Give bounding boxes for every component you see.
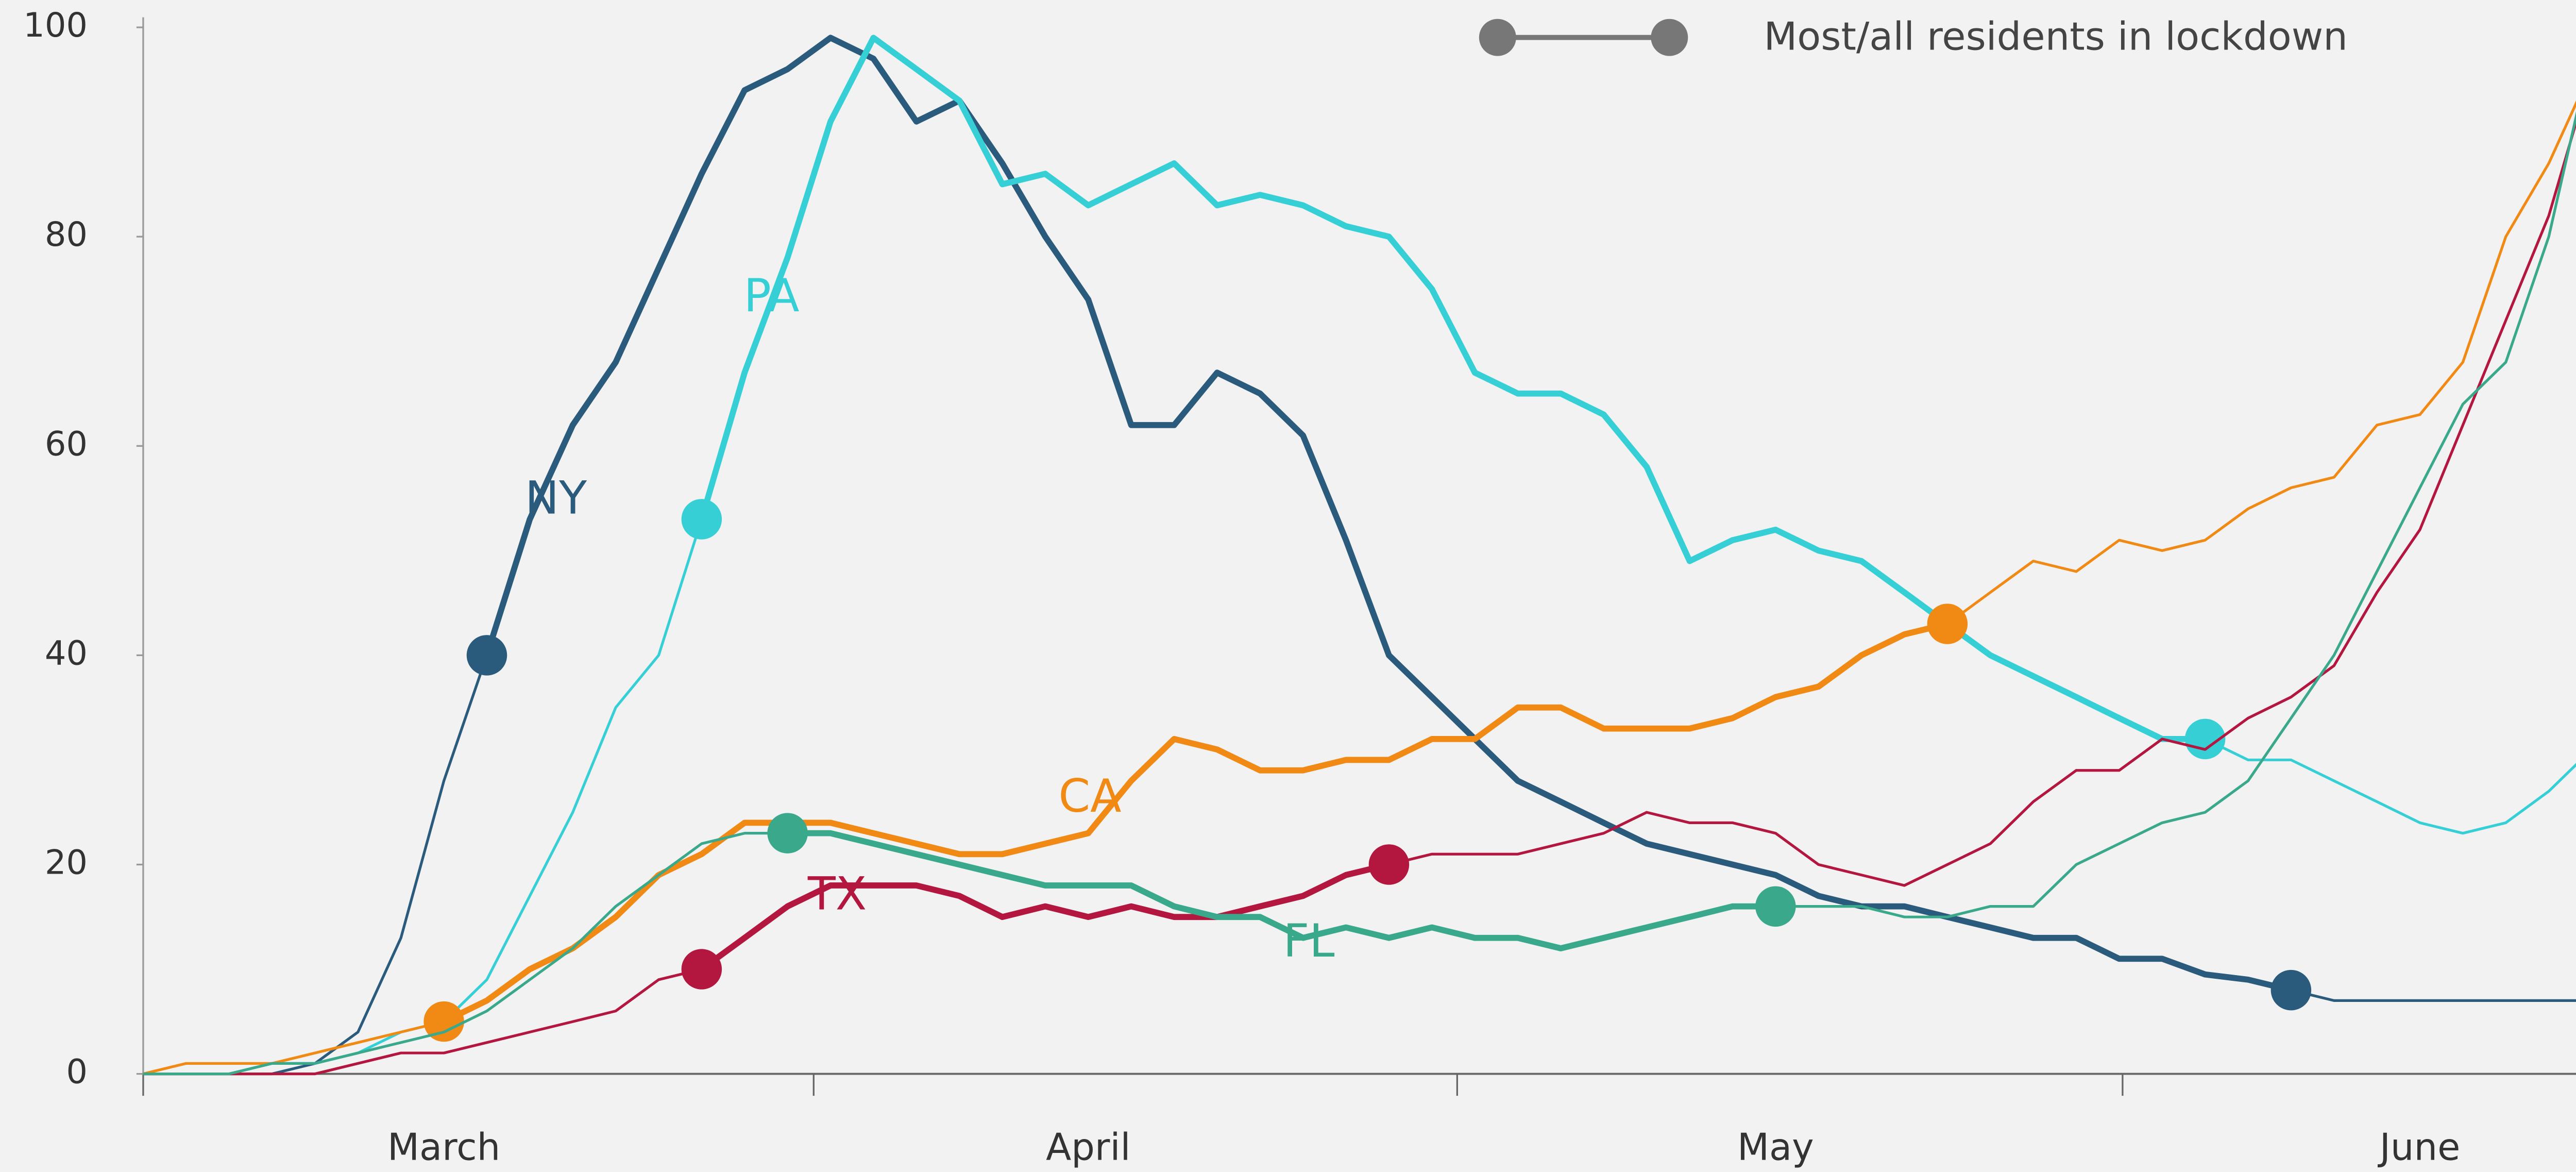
- series-label: CA: [1059, 769, 1122, 823]
- series-label: PA: [744, 269, 800, 322]
- lockdown-dot: [767, 813, 808, 853]
- series: FL: [143, 111, 2576, 1076]
- series: TX: [143, 118, 2576, 1076]
- legend: Most/all residents in lockdown: [1479, 13, 2348, 59]
- series: CA: [143, 100, 2576, 1076]
- series-label: FL: [1283, 914, 1335, 967]
- lockdown-dot: [1755, 886, 1796, 927]
- lockdown-line: [442, 621, 1948, 1025]
- lockdown-line: [484, 35, 2292, 993]
- y-tick-label: 0: [66, 1052, 88, 1092]
- line: [143, 118, 2576, 1076]
- x-tick-label: June: [2378, 1125, 2461, 1168]
- line: [143, 100, 2576, 1076]
- y-tick-label: 40: [45, 633, 88, 673]
- lockdown-dot: [1927, 604, 1968, 644]
- lockdown-line: [700, 861, 1390, 972]
- lockdown-dot: [466, 635, 507, 676]
- lockdown-dot: [2270, 969, 2312, 1011]
- lockdown-line: [699, 35, 2206, 742]
- y-tick-label: 20: [45, 843, 88, 882]
- lockdown-line: [787, 830, 1776, 951]
- lockdown-dot: [2184, 718, 2226, 760]
- series-label: NY: [525, 471, 587, 524]
- series: PA: [143, 35, 2576, 1076]
- legend-text: Most/all residents in lockdown: [1764, 13, 2347, 59]
- y-tick-label: 60: [45, 424, 88, 463]
- x-tick-label: May: [1737, 1125, 1814, 1168]
- x-tick-label: March: [387, 1125, 500, 1168]
- series: NY: [143, 35, 2576, 1076]
- lockdown-dot: [681, 949, 722, 990]
- line: [143, 36, 2576, 1076]
- line: [143, 36, 2576, 1076]
- line: [143, 111, 2576, 1076]
- x-tick-label: April: [1046, 1125, 1130, 1168]
- legend-dot: [1651, 19, 1688, 56]
- y-tick-label: 100: [23, 6, 88, 45]
- lockdown-dot: [681, 499, 722, 540]
- y-tick-label: 80: [45, 215, 88, 254]
- legend-dot: [1479, 19, 1516, 56]
- lockdown-dot: [1368, 844, 1410, 885]
- lockdown-dot: [423, 1001, 464, 1042]
- series-label: TX: [807, 867, 867, 920]
